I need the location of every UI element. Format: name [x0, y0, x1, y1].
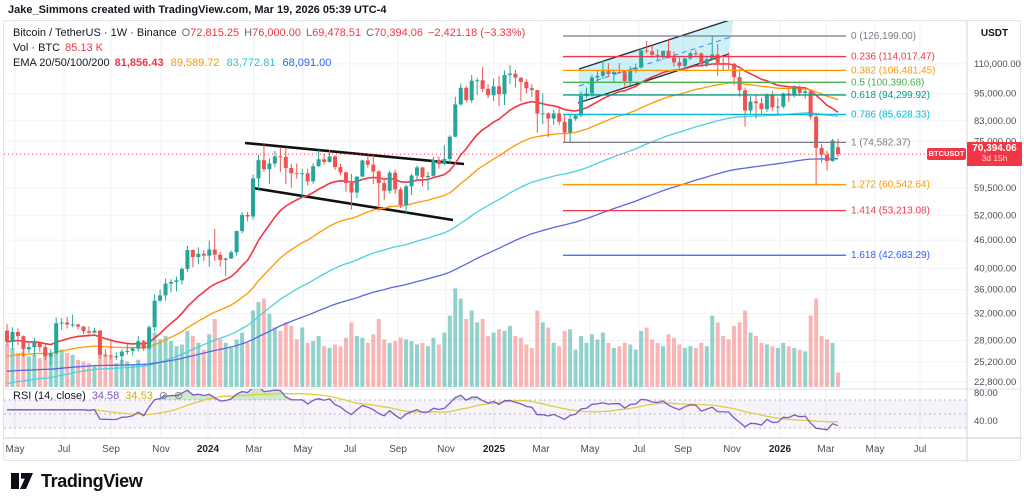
time-tick-May: May	[581, 444, 600, 455]
price-tick-label: 110,000.00	[974, 59, 1021, 70]
fib-label-0.5: 0.5 (100,390.68)	[851, 77, 924, 88]
time-tick-Sep: Sep	[389, 444, 407, 455]
candles	[5, 36, 840, 366]
price-tick-label: 59,500.00	[974, 183, 1016, 194]
time-tick-Nov: Nov	[152, 444, 170, 455]
time-tick-Jul: Jul	[633, 444, 646, 455]
last-price-value: 70,394.06	[972, 143, 1017, 154]
ema-label: EMA 20/50/100/200	[13, 57, 110, 69]
rsi-label: RSI (14, close)	[13, 389, 86, 402]
symbol-title[interactable]: Bitcoin / TetherUS · 1W · Binance	[13, 27, 177, 39]
ema-100-line	[6, 112, 839, 385]
ema-50-line	[6, 82, 839, 358]
price-axis[interactable]: 110,000.00 95,000.00 83,000.00 75,000.00 59,…	[974, 59, 1021, 427]
rsi-legend[interactable]: RSI (14, close) 34.58 34.53 ⊘ ⊘	[13, 389, 184, 403]
fib-label-0.236: 0.236 (114,017.47)	[851, 52, 935, 63]
rsi-pane[interactable]	[4, 386, 967, 431]
ema-value-2: 83,772.81	[226, 57, 276, 69]
time-tick-Jul: Jul	[344, 444, 357, 455]
last-price-tag: 70,394.06 3d 15h	[967, 142, 1022, 166]
attribution-text: Jake_Simmons created with TradingView.co…	[8, 4, 387, 16]
symbol-legend[interactable]: Bitcoin / TetherUS · 1W · Binance O72,81…	[13, 27, 525, 39]
parallel-channel-annotation[interactable]	[577, 21, 733, 104]
fib-label-0.382: 0.382 (106,481.45)	[851, 65, 936, 76]
volume-legend[interactable]: Vol · BTC 85.13 K	[13, 42, 103, 54]
ema-legend[interactable]: EMA 20/50/100/200 81,856.43 89,589.72 83,7…	[13, 57, 331, 69]
time-tick-Jul: Jul	[58, 444, 71, 455]
rsi-value: 34.58	[91, 389, 120, 402]
chart-card: 0 (126,199.00) 0.236 (114,017.47) 0.382 (1…	[3, 20, 1022, 462]
price-tick-label: 40,000.00	[974, 263, 1016, 274]
ema-200-line	[6, 158, 839, 372]
rsi-ma-value: 34.53	[125, 389, 153, 402]
fib-retracement-annotation[interactable]	[563, 35, 846, 256]
main-pane[interactable]	[5, 21, 840, 387]
ema-values: 81,856.43 89,589.72 83,772.81 68,091.00	[115, 57, 332, 69]
tradingview-logo-text: TradingView	[41, 470, 143, 491]
rsi-line	[7, 389, 839, 431]
fib-label-0.618: 0.618 (94,299.92)	[851, 90, 930, 101]
price-tick-label: 32,000.00	[974, 308, 1016, 319]
time-tick-Mar: Mar	[817, 444, 835, 455]
tradingview-logo-icon	[11, 473, 33, 489]
time-tick-Mar: Mar	[245, 444, 263, 455]
ohlc-high: H76,000.00	[244, 27, 302, 39]
price-tick-label: 36,000.00	[974, 285, 1016, 296]
volume-label: Vol · BTC	[13, 42, 61, 54]
time-tick-Nov: Nov	[723, 444, 741, 455]
ohlc-open: O72,815.25	[181, 27, 240, 39]
time-tick-Sep: Sep	[674, 444, 692, 455]
fib-label-1.272: 1.272 (60,542.64)	[851, 180, 930, 191]
price-tick-label: 46,000.00	[974, 235, 1016, 246]
time-tick-Mar: Mar	[532, 444, 550, 455]
wedge-trendlines-annotation[interactable]	[244, 141, 465, 222]
price-tick-label: 95,000.00	[974, 88, 1016, 99]
fib-label-0.786: 0.786 (85,628.33)	[851, 109, 930, 120]
price-tick-label: 28,000.00	[974, 335, 1016, 346]
ema-value-3: 68,091.00	[282, 57, 332, 69]
price-tick-label: 83,000.00	[974, 116, 1016, 127]
ohlc-low: L69,478.51	[306, 27, 362, 39]
time-axis[interactable]: May Jul Sep Nov 2024 Mar May Jul Sep Nov 2025 Mar Ma…	[6, 444, 927, 455]
time-tick-Nov: Nov	[437, 444, 455, 455]
volume-bars	[5, 288, 840, 387]
price-tick-label: 75,000.00	[974, 136, 1016, 147]
price-tick-label: 25,200.00	[974, 357, 1016, 368]
fib-label-1: 1 (74,582.37)	[851, 137, 911, 148]
price-tick-label: 22,800.00	[974, 377, 1016, 388]
time-tick-2024: 2024	[197, 444, 220, 455]
tradingview-logo[interactable]: TradingView	[10, 470, 143, 492]
change-value: −2,421.18 (−3.33%)	[428, 27, 526, 39]
ema-20-line	[6, 63, 839, 346]
time-tick-May: May	[294, 444, 313, 455]
candlestick-chart[interactable]: 0 (126,199.00) 0.236 (114,017.47) 0.382 (1…	[4, 21, 1022, 462]
price-scale-currency[interactable]: USDT	[980, 28, 1009, 39]
rsi-tick-label: 40.00	[974, 416, 998, 427]
ema-value-1: 89,589.72	[170, 57, 220, 69]
grid-lines	[4, 21, 967, 438]
bar-countdown: 3d 15h	[981, 153, 1008, 163]
ema-value-0: 81,856.43	[114, 57, 164, 69]
rsi-hide-icon[interactable]: ⊘	[158, 390, 169, 402]
fib-label-1.618: 1.618 (42,683.29)	[851, 250, 930, 261]
symbol-price-flag: BTCUSDT	[927, 148, 966, 160]
fib-label-0: 0 (126,199.00)	[851, 31, 916, 42]
ohlc-close: C70,394.06	[366, 27, 423, 39]
fib-label-1.414: 1.414 (53,213.08)	[851, 206, 930, 217]
time-tick-May: May	[6, 444, 25, 455]
time-tick-May: May	[866, 444, 885, 455]
time-tick-Jul: Jul	[914, 444, 927, 455]
price-tick-label: 52,000.00	[974, 210, 1016, 221]
rsi-settings-icon[interactable]: ⊘	[174, 390, 184, 402]
volume-value: 85.13 K	[65, 42, 103, 54]
time-tick-2026: 2026	[769, 444, 792, 455]
time-tick-2025: 2025	[483, 444, 506, 455]
time-tick-Sep: Sep	[102, 444, 120, 455]
rsi-tick-label: 80.00	[974, 388, 998, 399]
